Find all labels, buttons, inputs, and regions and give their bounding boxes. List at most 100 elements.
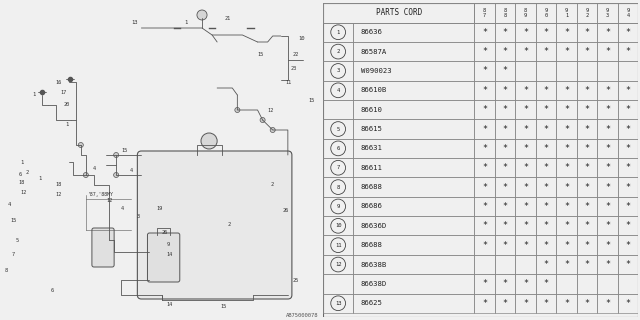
Bar	[515, 255, 536, 274]
Bar	[474, 22, 495, 42]
Text: *: *	[543, 279, 548, 288]
Bar	[556, 158, 577, 177]
Bar	[495, 61, 515, 81]
Text: *: *	[543, 86, 548, 95]
Bar	[597, 236, 618, 255]
Text: *: *	[605, 86, 610, 95]
Text: *: *	[523, 202, 528, 211]
Text: *: *	[543, 241, 548, 250]
Text: *: *	[605, 183, 610, 192]
Circle shape	[114, 172, 118, 178]
Bar	[323, 216, 353, 236]
Bar	[353, 100, 474, 119]
Bar	[597, 197, 618, 216]
Text: *: *	[584, 299, 589, 308]
Bar	[556, 274, 577, 293]
Bar	[597, 100, 618, 119]
Text: *: *	[482, 124, 487, 133]
Bar	[495, 177, 515, 197]
Circle shape	[260, 117, 265, 123]
Text: 86688: 86688	[361, 184, 383, 190]
Text: *: *	[543, 28, 548, 37]
Text: 2: 2	[337, 49, 340, 54]
Bar	[515, 100, 536, 119]
Text: *: *	[625, 105, 630, 114]
Text: 6: 6	[18, 172, 21, 178]
Bar	[536, 274, 556, 293]
Bar	[495, 236, 515, 255]
Bar	[323, 177, 353, 197]
Text: 21: 21	[224, 15, 230, 20]
Text: *: *	[543, 163, 548, 172]
Bar	[536, 197, 556, 216]
Bar	[353, 42, 474, 61]
Text: 26: 26	[161, 230, 168, 236]
Text: 15: 15	[308, 98, 314, 102]
Bar	[618, 293, 638, 313]
Bar	[323, 158, 353, 177]
Text: '87,'88MY: '87,'88MY	[88, 192, 114, 197]
Text: *: *	[605, 144, 610, 153]
Bar	[495, 22, 515, 42]
Bar	[618, 61, 638, 81]
Bar	[597, 22, 618, 42]
Bar	[515, 22, 536, 42]
Bar	[597, 119, 618, 139]
Text: 11: 11	[286, 79, 292, 84]
Text: 7: 7	[12, 252, 15, 258]
Text: 9
3: 9 3	[606, 8, 609, 18]
Bar	[577, 158, 597, 177]
Circle shape	[201, 133, 217, 149]
Bar	[495, 81, 515, 100]
Text: *: *	[605, 163, 610, 172]
Bar	[495, 255, 515, 274]
Bar	[577, 216, 597, 236]
Text: W090023: W090023	[361, 68, 392, 74]
Text: *: *	[502, 144, 508, 153]
Text: *: *	[564, 86, 569, 95]
Text: *: *	[605, 105, 610, 114]
Bar	[474, 81, 495, 100]
Text: 4: 4	[337, 88, 340, 93]
Text: 86611: 86611	[361, 165, 383, 171]
Bar	[618, 139, 638, 158]
Bar	[495, 42, 515, 61]
Text: 86610: 86610	[361, 107, 383, 113]
Bar	[618, 22, 638, 42]
Text: *: *	[584, 124, 589, 133]
Bar	[536, 177, 556, 197]
Text: 15: 15	[257, 52, 264, 58]
Text: 9: 9	[166, 243, 170, 247]
Text: 18: 18	[56, 182, 62, 188]
Text: 15: 15	[10, 218, 17, 222]
Bar	[495, 293, 515, 313]
Text: 1: 1	[337, 30, 340, 35]
Text: *: *	[523, 86, 528, 95]
Text: 14: 14	[166, 302, 173, 308]
Text: 12: 12	[268, 108, 274, 113]
Text: 86610B: 86610B	[361, 87, 387, 93]
Text: 12: 12	[56, 193, 62, 197]
Text: *: *	[502, 163, 508, 172]
Bar	[618, 81, 638, 100]
Bar	[474, 61, 495, 81]
Text: *: *	[543, 202, 548, 211]
Text: *: *	[523, 28, 528, 37]
Text: *: *	[625, 241, 630, 250]
Text: *: *	[482, 163, 487, 172]
Bar	[474, 236, 495, 255]
Bar	[474, 177, 495, 197]
Bar	[495, 274, 515, 293]
Bar	[353, 216, 474, 236]
Bar	[323, 61, 353, 81]
Bar	[515, 197, 536, 216]
Text: *: *	[625, 260, 630, 269]
Bar	[474, 42, 495, 61]
Bar	[536, 293, 556, 313]
Text: *: *	[482, 47, 487, 56]
Text: 8
7: 8 7	[483, 8, 486, 18]
Text: *: *	[502, 105, 508, 114]
Bar	[323, 236, 353, 255]
Bar	[536, 81, 556, 100]
Bar	[353, 119, 474, 139]
